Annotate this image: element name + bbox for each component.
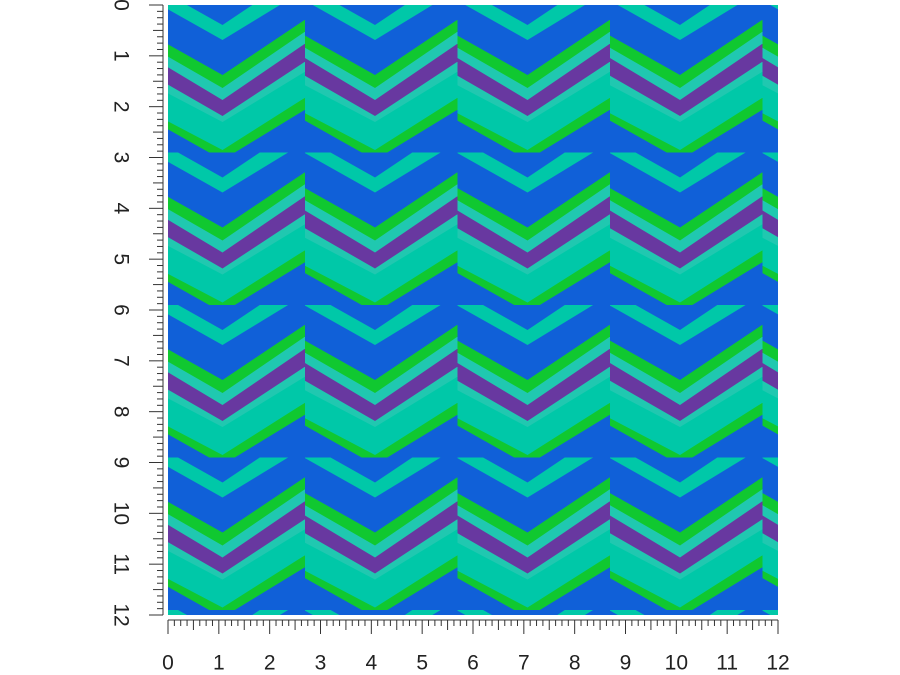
bottom-ruler-label: 7 <box>518 652 530 675</box>
left-ruler-label: 4 <box>109 202 132 214</box>
bottom-ruler-label: 11 <box>716 652 738 675</box>
left-ruler-label: 0 <box>109 0 132 11</box>
bottom-ruler-label: 2 <box>264 652 276 675</box>
left-ruler-label: 10 <box>109 502 132 525</box>
left-ruler-label: 7 <box>109 355 132 367</box>
bottom-ruler-label: 1 <box>213 652 225 675</box>
bottom-ruler-label: 9 <box>620 652 632 675</box>
left-ruler-label: 5 <box>109 253 132 265</box>
left-ruler-label: 6 <box>109 304 132 316</box>
left-ruler-label: 12 <box>109 603 132 626</box>
left-ruler-label: 3 <box>109 152 132 164</box>
bottom-ruler-label: 5 <box>416 652 428 675</box>
left-ruler-label: 1 <box>109 50 132 62</box>
bottom-ruler-label: 4 <box>365 652 377 675</box>
left-ruler-label: 2 <box>109 101 132 113</box>
bottom-ruler-label: 0 <box>162 652 174 675</box>
bottom-ruler-label: 3 <box>315 652 327 675</box>
left-ruler-label: 9 <box>109 457 132 469</box>
bottom-ruler-label: 10 <box>665 652 688 675</box>
bottom-ruler-label: 8 <box>569 652 581 675</box>
left-ruler-label: 11 <box>109 553 132 575</box>
bottom-ruler-label: 6 <box>467 652 479 675</box>
left-ruler-label: 8 <box>109 406 132 418</box>
pattern-swatch <box>168 5 778 615</box>
ruler-ticks <box>149 4 779 634</box>
bottom-ruler-label: 12 <box>766 652 789 675</box>
